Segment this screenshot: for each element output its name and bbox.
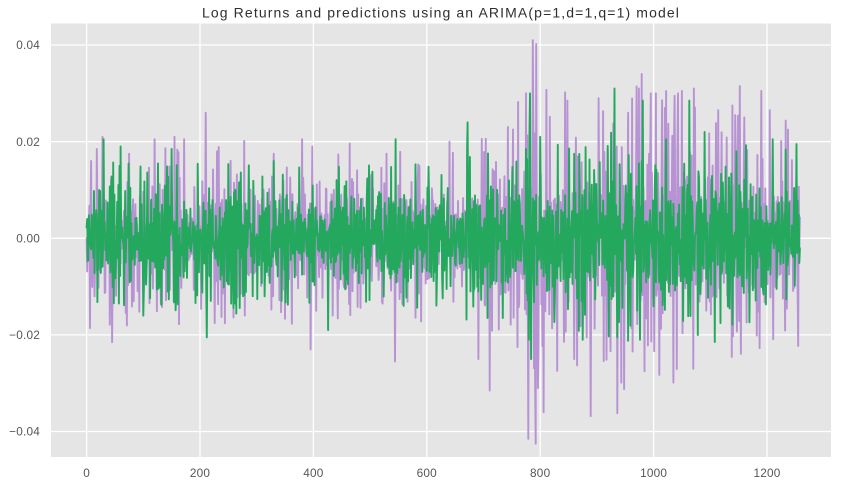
svg-text:0.04: 0.04 — [16, 38, 40, 52]
svg-text:0: 0 — [83, 466, 90, 480]
svg-text:−0.04: −0.04 — [9, 425, 40, 439]
svg-text:200: 200 — [190, 466, 211, 480]
svg-text:600: 600 — [417, 466, 438, 480]
svg-text:0.02: 0.02 — [16, 135, 40, 149]
svg-text:400: 400 — [303, 466, 324, 480]
svg-text:1200: 1200 — [753, 466, 780, 480]
svg-text:800: 800 — [530, 466, 551, 480]
svg-text:−0.02: −0.02 — [9, 328, 40, 342]
svg-text:0.00: 0.00 — [16, 232, 40, 246]
svg-text:1000: 1000 — [640, 466, 667, 480]
svg-text:Log Returns and predictions us: Log Returns and predictions using an ARI… — [202, 5, 680, 21]
